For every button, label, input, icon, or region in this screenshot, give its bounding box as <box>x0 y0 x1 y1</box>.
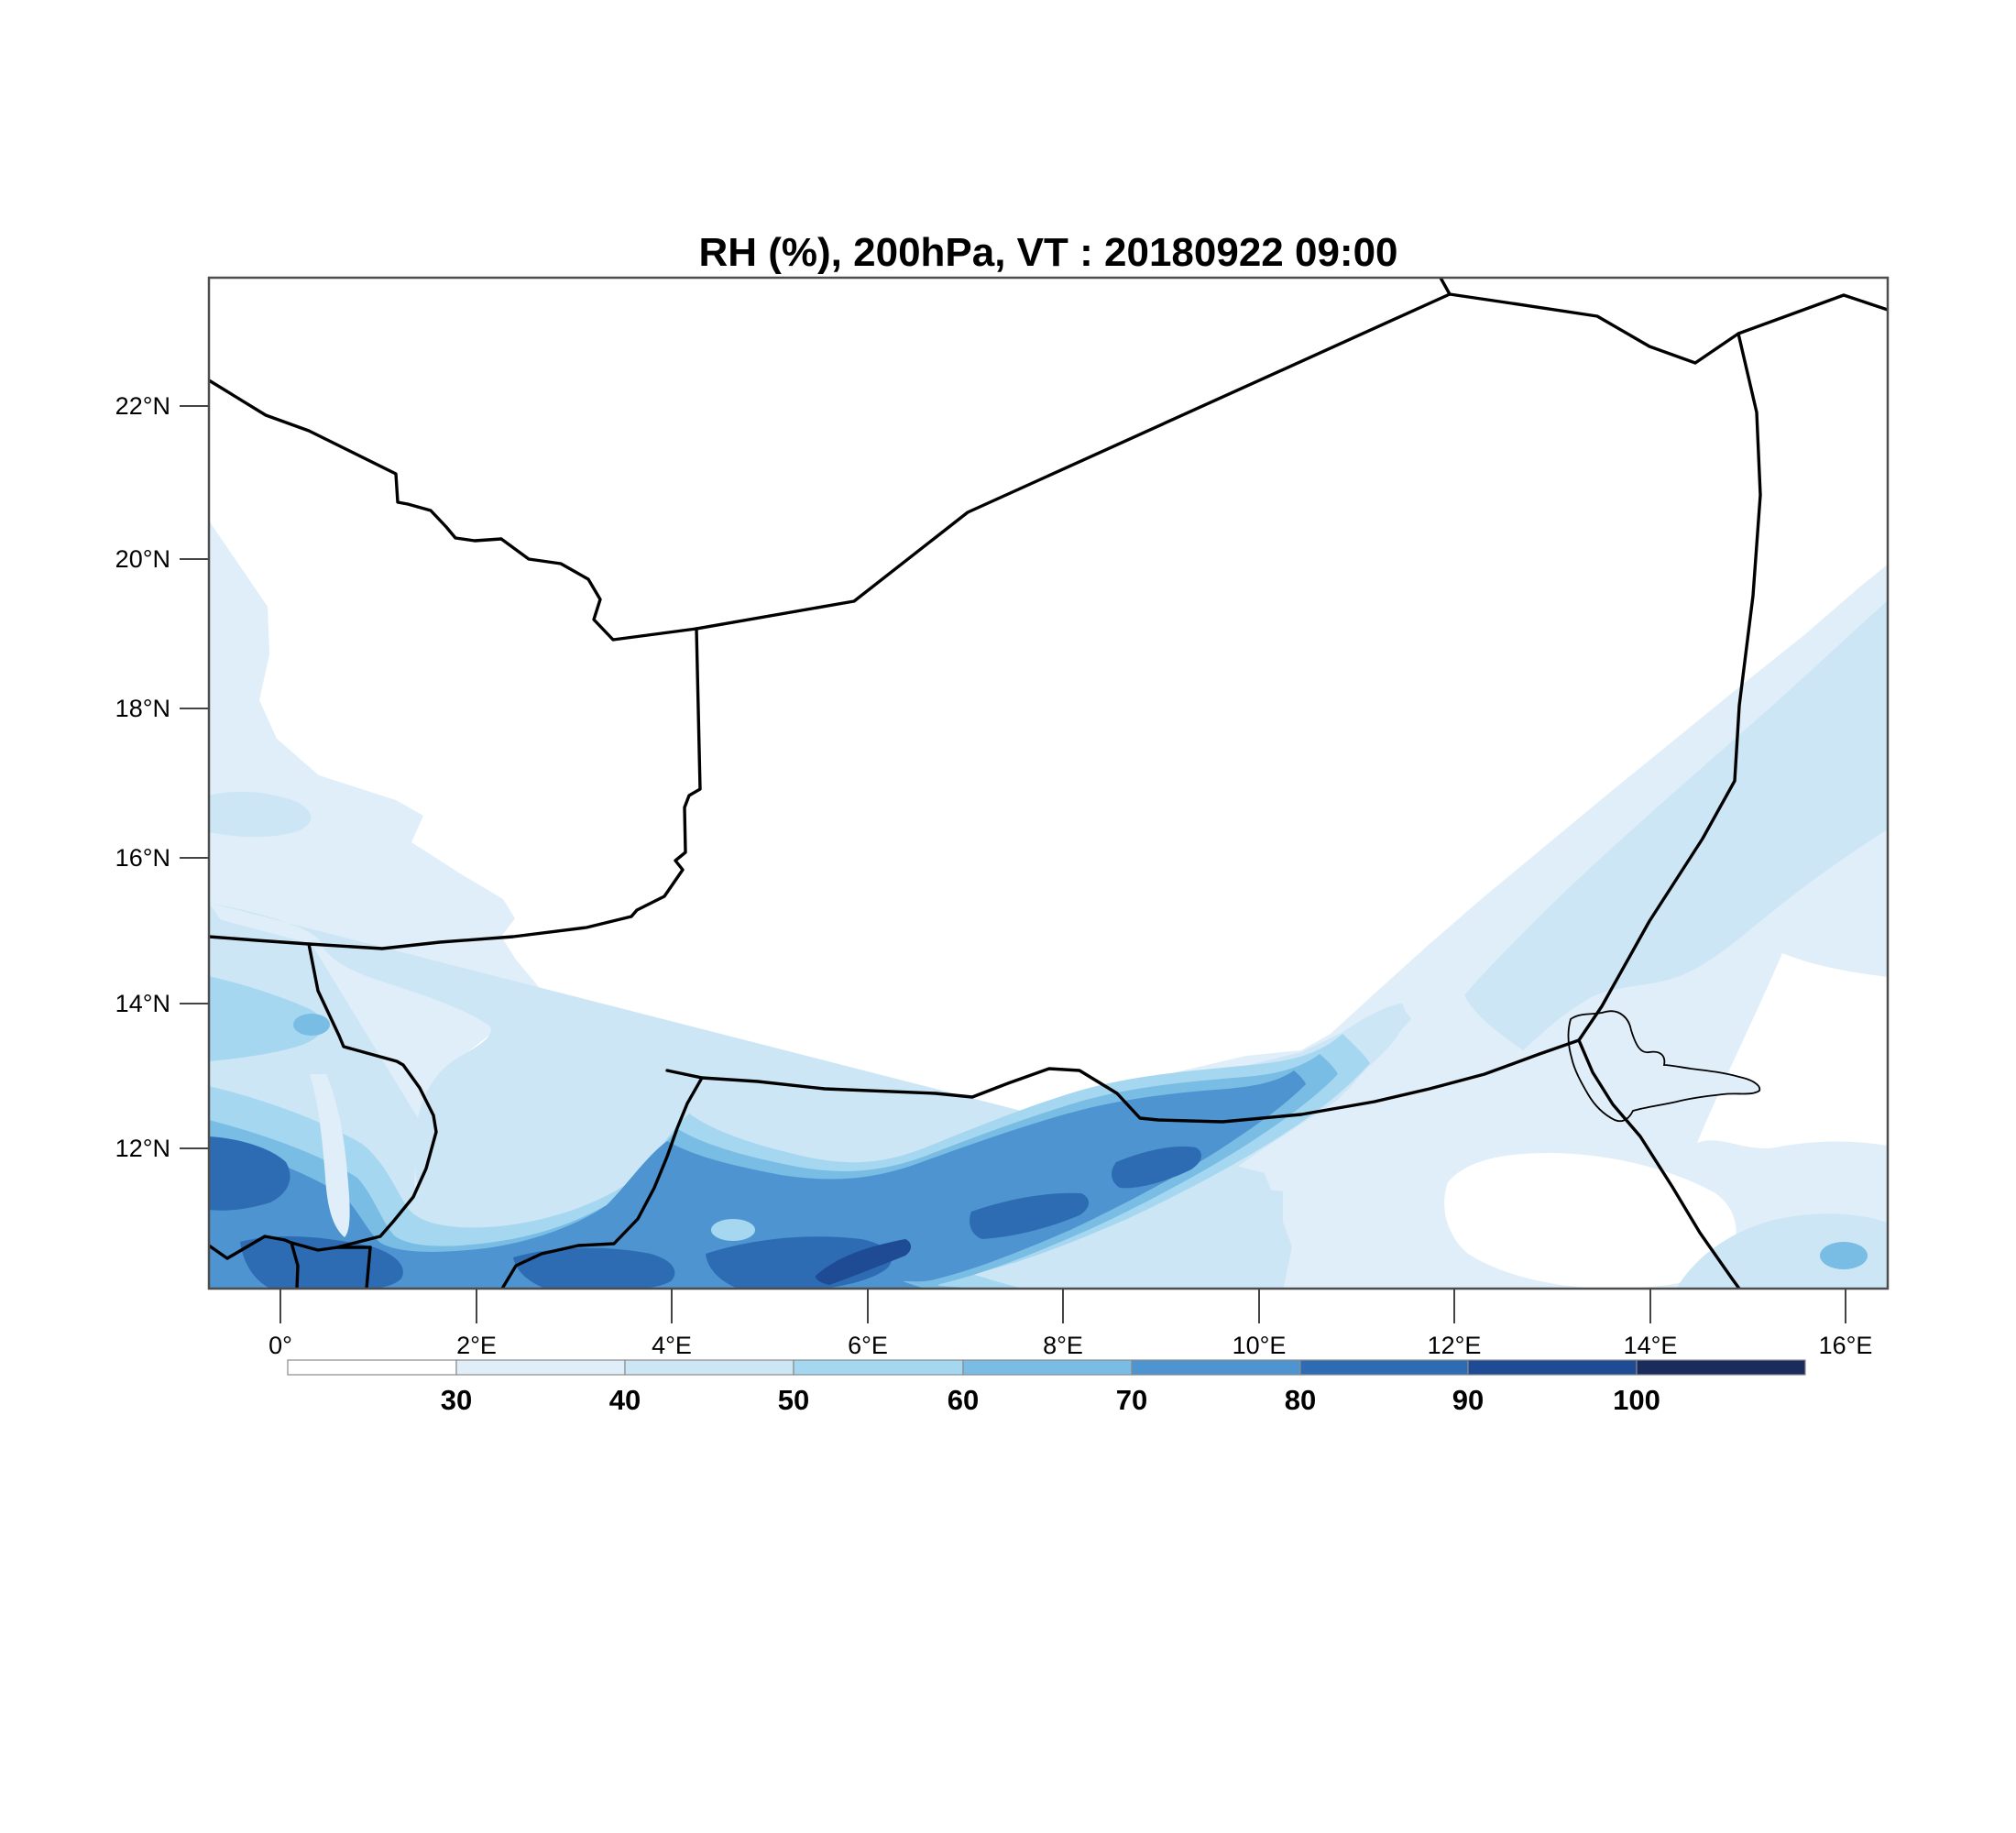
colorbar-label-30: 30 <box>441 1384 472 1416</box>
lake-chad-outline <box>1567 1010 1761 1123</box>
x-label-6e: 6°E <box>848 1332 888 1359</box>
colorbar-label-80: 80 <box>1285 1384 1316 1416</box>
border-algeria-niger <box>695 292 1452 631</box>
rh-fill-40-50-ne-stripe <box>1464 600 1888 1050</box>
x-label-16e: 16°E <box>1819 1332 1873 1359</box>
colorbar-label-50: 50 <box>778 1384 809 1416</box>
colorbar-seg-70-80 <box>1131 1359 1301 1376</box>
y-label-20n: 20°N <box>115 545 170 573</box>
colorbar-seg-50-60 <box>793 1359 964 1376</box>
rh-blob-60-70-se-corner <box>1820 1242 1868 1269</box>
rh-fill-80-90-band-streak2 <box>1112 1146 1202 1189</box>
y-label-22n: 22°N <box>115 392 170 420</box>
border-burkina-niger <box>307 942 438 1249</box>
plot-title: RH (%), 200hPa, VT : 20180922 09:00 <box>698 230 1397 275</box>
border-algeria-libya-stub <box>1439 278 1452 296</box>
x-label-12e: 12°E <box>1428 1332 1482 1359</box>
colorbar-label-90: 90 <box>1452 1384 1484 1416</box>
colorbar-seg-gt100 <box>1636 1359 1806 1376</box>
y-label-16n: 16°N <box>115 844 170 872</box>
x-label-4e: 4°E <box>652 1332 692 1359</box>
rh-fill-80-90-bottom-m <box>513 1247 675 1289</box>
x-axis: 0° 2°E 4°E 6°E 8°E 10°E 12°E 14°E 16°E <box>268 1289 1872 1359</box>
colorbar-label-40: 40 <box>609 1384 641 1416</box>
x-label-2e: 2°E <box>456 1332 497 1359</box>
x-label-14e: 14°E <box>1624 1332 1678 1359</box>
colorbar-seg-60-70 <box>962 1359 1133 1376</box>
rh-fill-40-50-se-corner <box>1676 1213 1888 1289</box>
rh-fill-30-40-main <box>209 521 1888 1289</box>
rh-fill-80-90-sw-blob <box>209 1136 290 1211</box>
colorbar-label-100: 100 <box>1613 1384 1660 1416</box>
rh-fill-70-80-main <box>209 1070 1306 1289</box>
rh-fill-40-50-main <box>209 903 1406 1289</box>
colorbar-seg-90-100 <box>1467 1359 1638 1376</box>
rh-fill-50-60-west-patch <box>209 976 323 1061</box>
colorbar-seg-lt30 <box>287 1359 457 1376</box>
colorbar-label-70: 70 <box>1116 1384 1147 1416</box>
border-mali-niger <box>209 627 702 950</box>
border-niger-libya-chad <box>1448 292 1888 365</box>
border-benin-nigeria <box>500 1076 704 1289</box>
rh-fill-90-100-streak <box>815 1239 911 1285</box>
map-frame <box>207 276 1890 1290</box>
rh-pale-finger <box>310 1074 350 1237</box>
x-label-0e: 0° <box>268 1332 292 1359</box>
border-chad-nigeria-cameroon <box>1577 1038 1741 1289</box>
rh-blob-60-70-west <box>293 1014 330 1036</box>
border-togo-branch <box>290 1241 300 1289</box>
y-axis: 22°N 20°N 18°N 16°N 14°N 12°N <box>115 392 209 1162</box>
rh-light-spot-in-band <box>711 1219 755 1241</box>
colorbar-seg-40-50 <box>624 1359 794 1376</box>
colorbar-label-60: 60 <box>948 1384 979 1416</box>
x-label-8e: 8°E <box>1043 1332 1083 1359</box>
x-label-10e: 10°E <box>1233 1332 1287 1359</box>
rh-hole-white-south-of-lake <box>1444 1153 1737 1289</box>
colorbar-seg-30-40 <box>455 1359 626 1376</box>
border-algeria-mali <box>209 379 698 642</box>
border-niger-nigeria <box>665 1038 1581 1124</box>
colorbar-seg-80-90 <box>1299 1359 1469 1376</box>
y-label-14n: 14°N <box>115 990 170 1017</box>
rh-contour-field <box>209 278 1888 1289</box>
border-niger-chad <box>1577 332 1762 1042</box>
rh-fill-40-50-west-patch <box>209 791 312 838</box>
border-togo-benin-vertical <box>365 1246 372 1289</box>
rh-hole-white-east-of-lake <box>1697 953 1888 1149</box>
rh-fill-80-90-band-streak1 <box>970 1192 1090 1239</box>
colorbar: 30 40 50 60 70 80 90 100 <box>287 1359 1806 1416</box>
rh-fill-80-90-bottom-w <box>240 1236 403 1289</box>
y-label-18n: 18°N <box>115 695 170 722</box>
y-label-12n: 12°N <box>115 1135 170 1162</box>
